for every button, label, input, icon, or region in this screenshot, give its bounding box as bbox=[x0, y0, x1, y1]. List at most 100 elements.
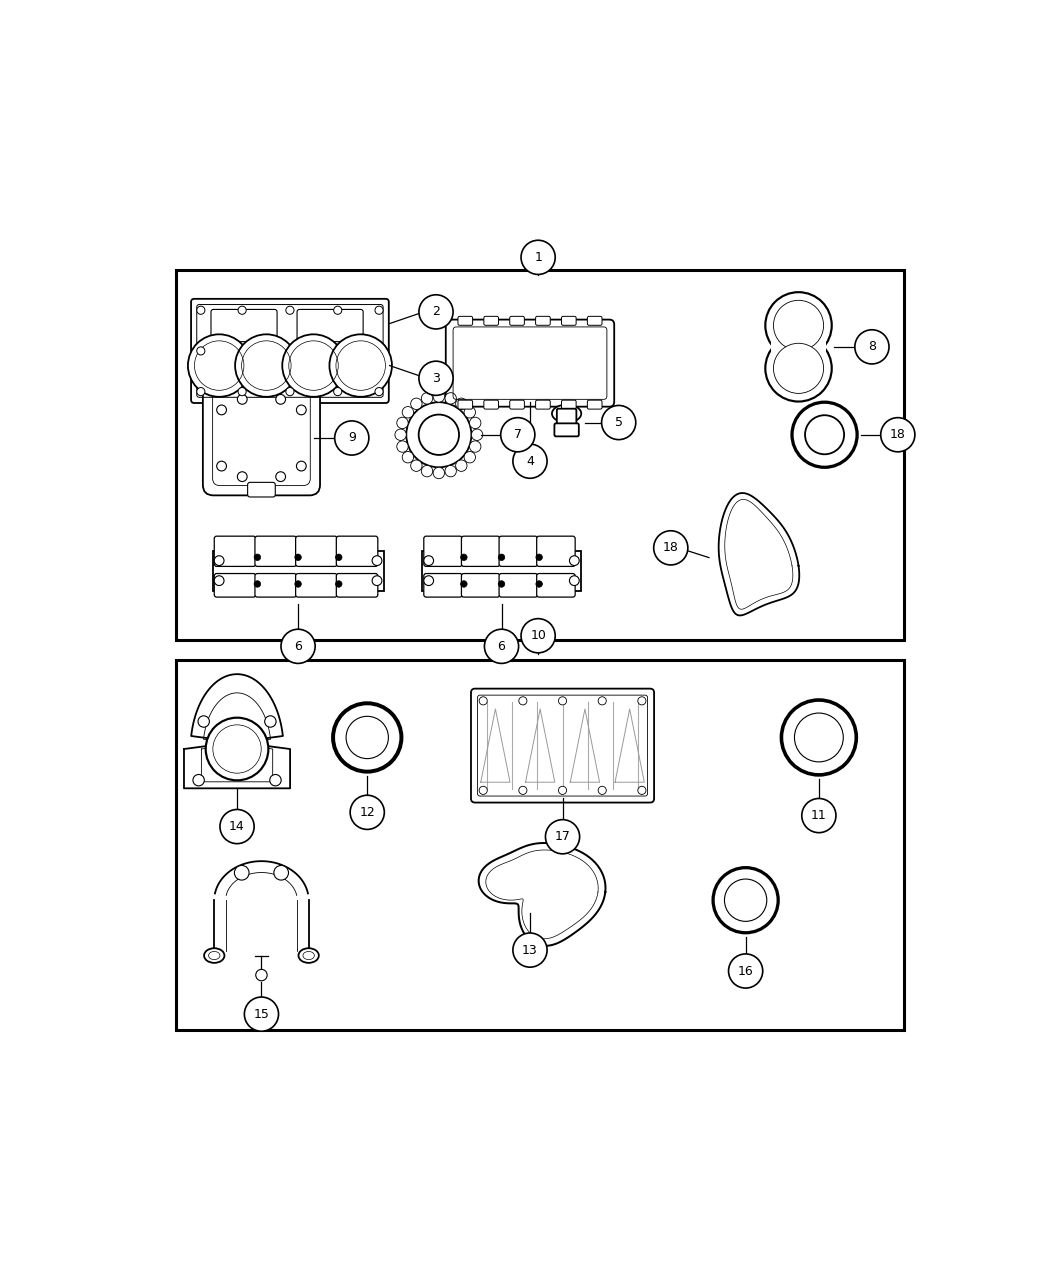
FancyBboxPatch shape bbox=[562, 316, 576, 325]
FancyBboxPatch shape bbox=[214, 537, 256, 566]
Circle shape bbox=[295, 580, 301, 588]
Circle shape bbox=[281, 630, 315, 663]
Circle shape bbox=[411, 460, 422, 472]
Text: 4: 4 bbox=[526, 455, 533, 468]
Circle shape bbox=[512, 933, 547, 968]
FancyBboxPatch shape bbox=[211, 310, 277, 342]
Circle shape bbox=[499, 555, 505, 561]
Circle shape bbox=[235, 334, 297, 397]
Bar bbox=[422, 551, 581, 590]
FancyBboxPatch shape bbox=[556, 409, 576, 430]
Circle shape bbox=[296, 462, 307, 470]
Text: 3: 3 bbox=[432, 372, 440, 385]
Text: 7: 7 bbox=[513, 428, 522, 441]
Circle shape bbox=[196, 388, 205, 395]
Text: 12: 12 bbox=[359, 806, 375, 819]
Circle shape bbox=[774, 301, 823, 351]
Bar bbox=[176, 269, 904, 640]
Circle shape bbox=[282, 334, 344, 397]
FancyBboxPatch shape bbox=[461, 574, 500, 597]
Text: 8: 8 bbox=[868, 340, 876, 353]
Circle shape bbox=[724, 878, 766, 922]
Circle shape bbox=[461, 580, 467, 588]
FancyBboxPatch shape bbox=[248, 482, 275, 497]
Circle shape bbox=[729, 954, 762, 988]
Circle shape bbox=[375, 306, 383, 315]
Circle shape bbox=[774, 343, 823, 394]
Circle shape bbox=[424, 556, 434, 566]
Circle shape bbox=[214, 556, 224, 566]
FancyBboxPatch shape bbox=[537, 537, 575, 566]
Circle shape bbox=[479, 787, 487, 794]
Text: 1: 1 bbox=[534, 251, 542, 264]
Circle shape bbox=[198, 715, 209, 727]
FancyBboxPatch shape bbox=[537, 574, 575, 597]
Circle shape bbox=[256, 969, 267, 980]
Circle shape bbox=[372, 576, 382, 585]
Text: 18: 18 bbox=[889, 428, 906, 441]
Circle shape bbox=[254, 580, 260, 588]
Ellipse shape bbox=[298, 949, 319, 963]
Circle shape bbox=[461, 555, 467, 561]
Circle shape bbox=[445, 465, 457, 477]
Circle shape bbox=[334, 306, 342, 315]
Circle shape bbox=[654, 530, 688, 565]
Text: 11: 11 bbox=[811, 810, 826, 822]
Text: 14: 14 bbox=[229, 820, 245, 833]
FancyBboxPatch shape bbox=[458, 400, 472, 409]
Circle shape bbox=[519, 787, 527, 794]
Circle shape bbox=[196, 347, 205, 354]
Polygon shape bbox=[184, 674, 290, 788]
Circle shape bbox=[237, 472, 247, 482]
Circle shape bbox=[519, 696, 527, 705]
Circle shape bbox=[295, 555, 301, 561]
FancyBboxPatch shape bbox=[203, 381, 320, 496]
Bar bbox=[176, 660, 904, 1030]
Circle shape bbox=[536, 580, 543, 588]
Circle shape bbox=[238, 306, 246, 315]
FancyBboxPatch shape bbox=[255, 537, 296, 566]
Circle shape bbox=[545, 820, 580, 854]
Circle shape bbox=[254, 555, 260, 561]
FancyBboxPatch shape bbox=[424, 537, 462, 566]
Circle shape bbox=[276, 472, 286, 482]
Circle shape bbox=[214, 576, 224, 585]
Circle shape bbox=[274, 866, 289, 880]
Circle shape bbox=[265, 715, 276, 727]
Circle shape bbox=[411, 398, 422, 409]
Circle shape bbox=[421, 393, 433, 404]
Circle shape bbox=[569, 556, 580, 566]
Ellipse shape bbox=[209, 951, 219, 960]
Circle shape bbox=[471, 430, 483, 440]
Circle shape bbox=[402, 451, 414, 463]
Circle shape bbox=[765, 292, 832, 358]
Circle shape bbox=[881, 418, 915, 451]
FancyBboxPatch shape bbox=[191, 298, 388, 403]
Circle shape bbox=[336, 555, 342, 561]
Circle shape bbox=[270, 774, 281, 785]
Circle shape bbox=[350, 796, 384, 830]
FancyBboxPatch shape bbox=[536, 400, 550, 409]
Circle shape bbox=[397, 441, 408, 453]
Ellipse shape bbox=[204, 949, 225, 963]
Circle shape bbox=[296, 405, 307, 414]
FancyBboxPatch shape bbox=[471, 688, 654, 802]
FancyBboxPatch shape bbox=[587, 400, 602, 409]
FancyBboxPatch shape bbox=[587, 316, 602, 325]
Circle shape bbox=[336, 580, 342, 588]
Circle shape bbox=[193, 774, 205, 785]
FancyBboxPatch shape bbox=[554, 423, 579, 436]
FancyBboxPatch shape bbox=[255, 574, 296, 597]
Circle shape bbox=[234, 866, 249, 880]
Circle shape bbox=[196, 306, 205, 315]
Circle shape bbox=[434, 391, 444, 402]
Text: 17: 17 bbox=[554, 830, 570, 843]
Circle shape bbox=[713, 868, 778, 933]
Circle shape bbox=[434, 468, 444, 478]
FancyBboxPatch shape bbox=[296, 537, 337, 566]
Circle shape bbox=[559, 696, 567, 705]
Circle shape bbox=[333, 704, 401, 771]
Circle shape bbox=[479, 696, 487, 705]
Circle shape bbox=[536, 555, 543, 561]
Circle shape bbox=[521, 240, 555, 274]
